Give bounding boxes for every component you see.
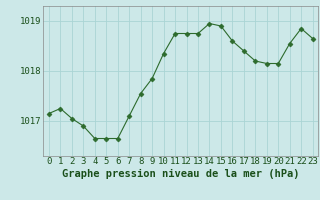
X-axis label: Graphe pression niveau de la mer (hPa): Graphe pression niveau de la mer (hPa) bbox=[62, 169, 300, 179]
